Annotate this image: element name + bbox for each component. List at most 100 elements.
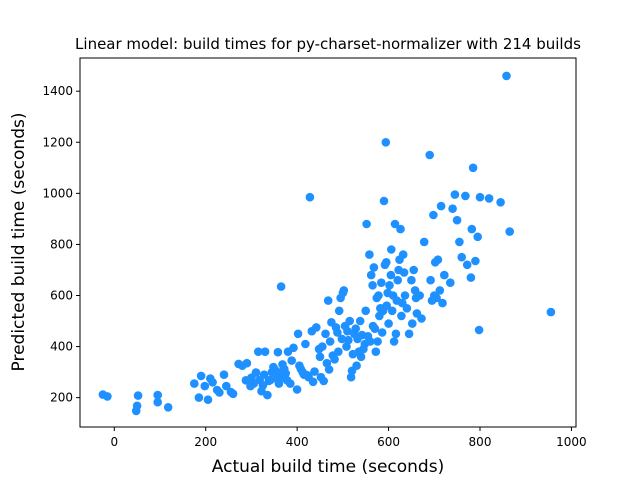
scatter-point-78 xyxy=(325,337,335,346)
scatter-point-127 xyxy=(379,196,389,206)
scatter-point-56 xyxy=(293,329,303,339)
scatter-point-93 xyxy=(344,335,353,345)
scatter-point-131 xyxy=(382,301,392,311)
scatter-point-185 xyxy=(468,163,478,173)
x-axis-ticks: 0 200 400 600 800 1000 xyxy=(110,427,587,449)
scatter-point-33 xyxy=(259,370,269,380)
scatter-point-85 xyxy=(334,306,344,316)
scatter-point-182 xyxy=(462,260,472,270)
scatter-point-2 xyxy=(133,391,143,400)
scatter-point-8 xyxy=(190,379,199,388)
scatter-point-178 xyxy=(452,215,462,225)
scatter-point-74 xyxy=(321,329,330,339)
scatter-point-45 xyxy=(276,282,286,291)
scatter-point-139 xyxy=(389,337,399,346)
scatter-point-173 xyxy=(438,298,447,308)
scatter-point-147 xyxy=(397,311,406,321)
scatter-point-108 xyxy=(361,306,371,316)
scatter-point-55 xyxy=(292,385,302,394)
scatter-point-87 xyxy=(337,334,347,344)
x-tick-label: 600 xyxy=(377,435,400,449)
scatter-point-92 xyxy=(343,326,352,336)
scatter-point-129 xyxy=(381,138,391,147)
scatter-point-83 xyxy=(333,328,342,337)
scatter-point-67 xyxy=(310,367,319,376)
y-axis-label: Predicted build time (seconds) xyxy=(9,113,29,372)
scatter-point-89 xyxy=(339,286,349,295)
scatter-point-162 xyxy=(419,237,429,247)
scatter-point-104 xyxy=(356,352,366,362)
scatter-point-28 xyxy=(251,368,261,377)
scatter-point-20 xyxy=(228,389,238,399)
scatter-point-99 xyxy=(351,324,361,334)
scatter-point-18 xyxy=(222,381,231,391)
scatter-point-186 xyxy=(471,256,480,266)
scatter-point-146 xyxy=(396,224,405,234)
scatter-point-177 xyxy=(450,190,460,199)
scatter-point-190 xyxy=(484,194,494,203)
x-axis-label: Actual build time (seconds) xyxy=(212,457,444,477)
scatter-point-135 xyxy=(386,270,396,280)
scatter-point-194 xyxy=(546,307,556,317)
scatter-point-183 xyxy=(466,273,476,282)
scatter-point-11 xyxy=(200,381,210,391)
scatter-point-166 xyxy=(429,210,438,220)
scatter-point-192 xyxy=(502,71,511,81)
scatter-point-120 xyxy=(373,337,382,346)
x-tick-label: 800 xyxy=(469,435,492,449)
scatter-point-10 xyxy=(196,371,206,381)
scatter-point-24 xyxy=(242,358,252,368)
scatter-point-171 xyxy=(435,286,445,295)
scatter-point-193 xyxy=(505,227,514,236)
scatter-point-9 xyxy=(194,393,204,402)
x-tick-label: 200 xyxy=(194,435,217,449)
scatter-point-179 xyxy=(455,237,464,247)
scatter-point-136 xyxy=(387,245,396,254)
scatter-point-160 xyxy=(415,291,425,300)
scatter-point-76 xyxy=(323,296,333,305)
scatter-point-118 xyxy=(371,347,381,357)
x-tick-label: 0 xyxy=(110,435,118,449)
scatter-point-143 xyxy=(393,275,403,285)
scatter-point-77 xyxy=(324,365,334,374)
y-tick-label: 200 xyxy=(50,391,73,405)
chart-title: Linear model: build times for py-charset… xyxy=(75,35,581,53)
scatter-point-187 xyxy=(473,232,483,242)
scatter-point-42 xyxy=(273,347,283,357)
scatter-point-176 xyxy=(448,204,457,213)
scatter-point-156 xyxy=(409,265,419,275)
scatter-point-189 xyxy=(475,192,485,202)
scatter-point-125 xyxy=(377,328,387,337)
scatter-point-1 xyxy=(103,392,112,401)
scatter-point-116 xyxy=(369,263,379,272)
scatter-point-112 xyxy=(366,337,375,346)
scatter-point-16 xyxy=(215,388,224,397)
scatter-point-114 xyxy=(368,281,377,290)
scatter-point-17 xyxy=(219,370,229,380)
scatter-point-35 xyxy=(263,390,272,400)
scatter-point-153 xyxy=(404,329,414,339)
scatter-point-53 xyxy=(287,356,297,365)
scatter-point-161 xyxy=(417,314,426,323)
scatter-point-169 xyxy=(432,293,441,303)
scatter-point-113 xyxy=(366,270,376,280)
scatter-point-152 xyxy=(402,304,412,313)
scatter-point-103 xyxy=(355,316,365,326)
scatter-point-109 xyxy=(362,219,371,229)
scatter-point-94 xyxy=(345,316,355,326)
scatter-point-54 xyxy=(289,343,298,353)
scatter-point-174 xyxy=(440,270,449,280)
scatter-point-29 xyxy=(253,347,263,357)
y-tick-label: 400 xyxy=(50,340,73,354)
scatter-point-5 xyxy=(153,390,162,400)
scatter-point-164 xyxy=(426,275,435,285)
scatter-point-175 xyxy=(446,278,455,288)
x-tick-label: 1000 xyxy=(556,435,587,449)
scatter-point-81 xyxy=(330,355,339,364)
scatter-point-130 xyxy=(382,258,391,267)
scatter-point-184 xyxy=(467,224,477,234)
scatter-point-49 xyxy=(281,369,291,378)
y-tick-label: 1400 xyxy=(42,84,73,98)
